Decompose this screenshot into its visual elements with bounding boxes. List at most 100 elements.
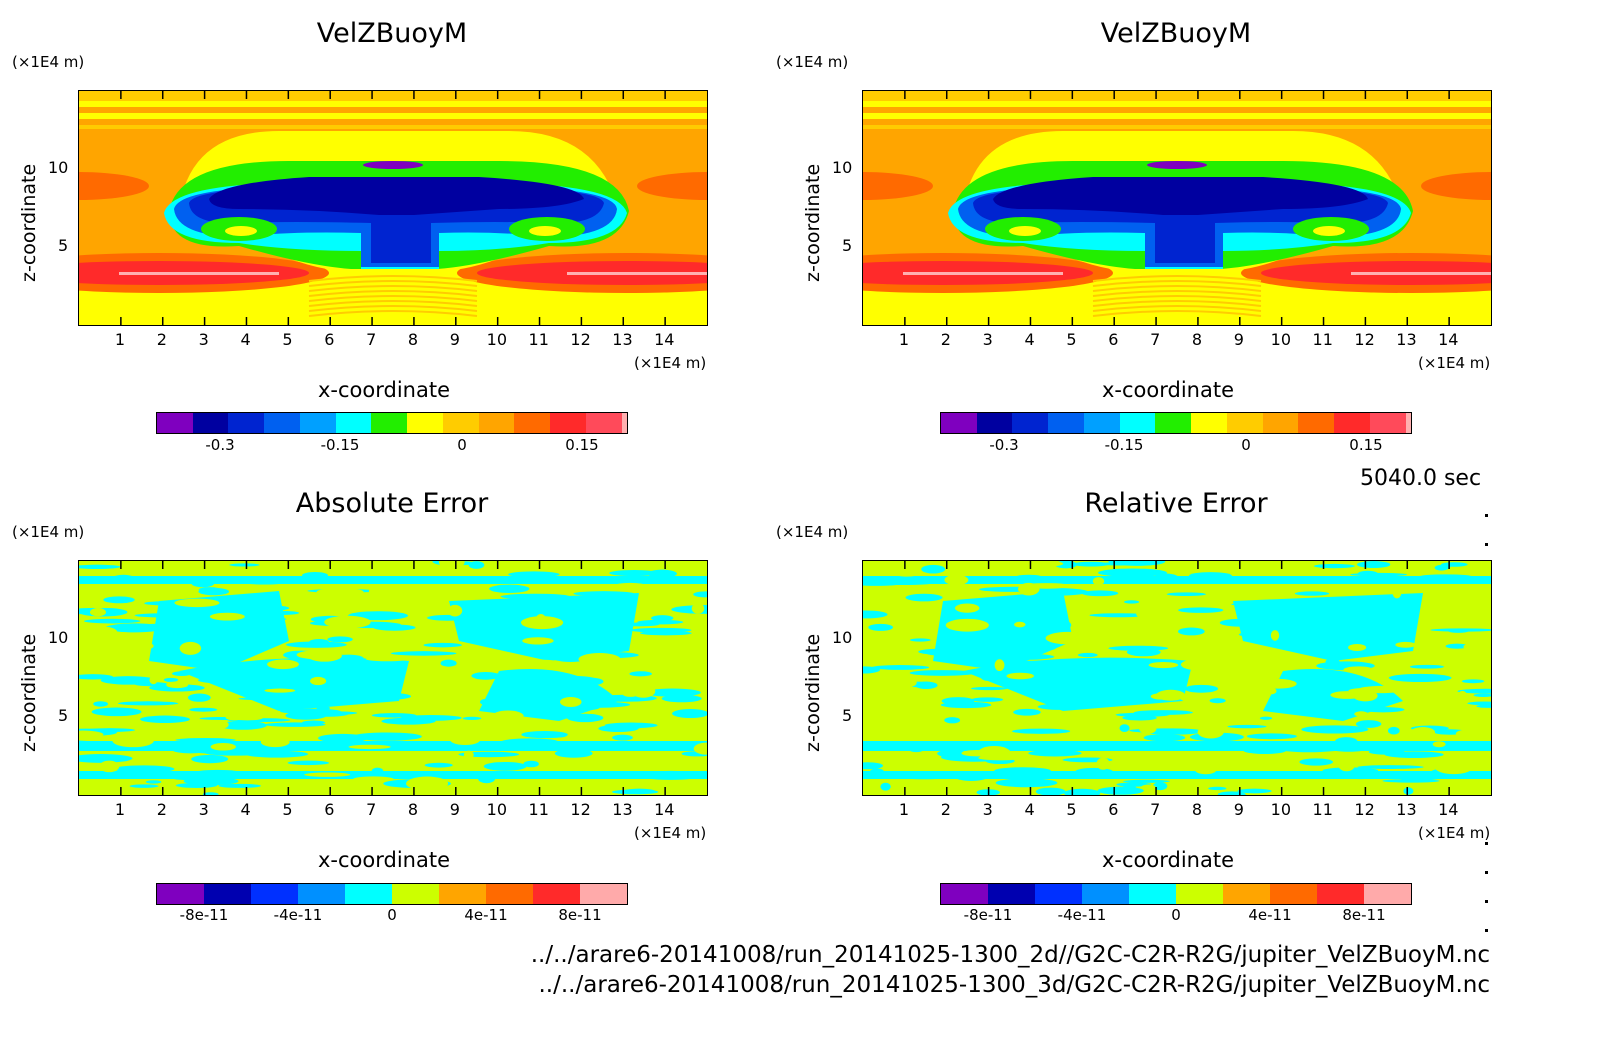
error-patch — [100, 676, 157, 685]
field-plume — [993, 177, 1368, 215]
error-patch — [651, 615, 674, 622]
x-tick-label: 9 — [449, 800, 460, 819]
colorbar-swatch — [1129, 884, 1176, 904]
error-patch — [1148, 662, 1179, 669]
error-patch — [166, 681, 189, 689]
colorbar-tick-label: 0.15 — [565, 436, 599, 454]
x-tick-label: 3 — [198, 330, 209, 349]
colorbar-swatch — [192, 413, 229, 433]
error-patch — [609, 569, 659, 577]
error-patch — [264, 688, 296, 693]
error-patch — [1233, 593, 1423, 661]
x-tick-label: 1 — [114, 800, 126, 819]
field-wave — [1092, 295, 1262, 302]
error-patch — [189, 707, 218, 712]
colorbar-tick-label: -4e-11 — [1057, 906, 1107, 924]
colorbar-tick-label: -8e-11 — [963, 906, 1013, 924]
relative-error-plot — [863, 561, 1491, 795]
error-patch — [424, 762, 453, 768]
colorbar-tick-label: 0.15 — [1349, 436, 1383, 454]
error-patch — [1179, 694, 1206, 702]
error-patch — [1384, 751, 1444, 758]
x-tick-label: 4 — [240, 800, 251, 819]
error-patch — [1177, 627, 1205, 636]
error-patch — [1035, 787, 1066, 795]
x-tick-label: 9 — [1233, 800, 1244, 819]
error-patch — [1357, 765, 1424, 769]
x-tick-label: 11 — [528, 800, 549, 819]
error-patch — [1124, 600, 1140, 604]
error-patch — [127, 641, 154, 651]
x-tick-label: 1 — [114, 330, 126, 349]
error-patch — [179, 657, 409, 711]
z-tick-label: 10 — [48, 628, 69, 647]
x-tick-label: 5 — [1066, 330, 1077, 349]
plot-area-bottom-left — [78, 560, 708, 796]
velz-field-plot — [863, 91, 1491, 325]
error-patch — [229, 563, 260, 567]
error-patch — [1446, 651, 1461, 665]
colorbar-swatch — [392, 884, 439, 904]
error-patch — [302, 711, 349, 717]
error-patch — [1013, 708, 1041, 716]
x-tick-label: 11 — [1312, 330, 1333, 349]
error-patch — [647, 569, 677, 578]
error-patch — [1410, 727, 1436, 738]
error-patch — [140, 715, 190, 724]
x-tick-label: 5 — [282, 330, 293, 349]
field-line — [1351, 272, 1491, 275]
error-patch — [479, 669, 619, 721]
colorbar-tick-label: -0.3 — [989, 436, 1019, 454]
error-patch — [691, 603, 705, 614]
error-patch — [1209, 698, 1226, 704]
x-tick-label: 6 — [1108, 330, 1119, 349]
error-patch — [1108, 561, 1166, 566]
error-patch — [83, 618, 141, 624]
error-patch — [218, 720, 267, 730]
x-tick-label: 4 — [1024, 800, 1035, 819]
error-patch — [578, 652, 621, 666]
error-patch — [945, 618, 989, 632]
field-band — [79, 125, 707, 129]
x-tick-label: 7 — [366, 800, 377, 819]
x-unit-top-right: (×1E4 m) — [1418, 354, 1491, 372]
colorbar-swatch — [407, 413, 443, 433]
colorbar-tick-label: 8e-11 — [1342, 906, 1386, 924]
colorbar-swatch — [941, 413, 977, 433]
error-patch — [1166, 592, 1206, 597]
error-patch — [1392, 586, 1402, 599]
error-patch — [880, 782, 891, 791]
error-patch — [91, 707, 142, 717]
error-patch — [1354, 711, 1369, 717]
z-axis-label-top-left: z-coordinate — [18, 163, 40, 282]
field-band — [863, 91, 1491, 101]
error-patch — [1077, 652, 1098, 658]
x-tick-label: 4 — [240, 330, 251, 349]
marker-dot — [1485, 543, 1488, 546]
x-tick-label: 12 — [1354, 800, 1375, 819]
error-patch — [1463, 641, 1491, 653]
error-patch — [1139, 723, 1157, 734]
x-tick-label: 10 — [1270, 800, 1292, 819]
field-swirl — [1313, 226, 1345, 236]
error-patch — [554, 749, 593, 758]
x-unit-bottom-right: (×1E4 m) — [1418, 824, 1491, 842]
error-patch — [327, 636, 353, 643]
error-patch — [79, 741, 707, 751]
colorbar-bottom-left — [156, 883, 628, 905]
error-patch — [267, 659, 299, 670]
error-patch — [1119, 724, 1130, 732]
colorbar-swatch — [371, 413, 408, 433]
field-blob — [79, 172, 149, 200]
x-tick-label: 13 — [612, 800, 633, 819]
error-patch — [79, 576, 707, 584]
error-patch — [304, 772, 351, 777]
colorbar-swatch — [1223, 884, 1270, 904]
x-tick-label: 12 — [570, 800, 591, 819]
x-tick-label: 3 — [982, 330, 993, 349]
error-patch — [440, 659, 457, 667]
field-wave — [308, 275, 478, 282]
colorbar-tick-label: 0 — [1171, 906, 1181, 924]
error-patch — [599, 725, 641, 731]
field-wave — [308, 310, 478, 317]
